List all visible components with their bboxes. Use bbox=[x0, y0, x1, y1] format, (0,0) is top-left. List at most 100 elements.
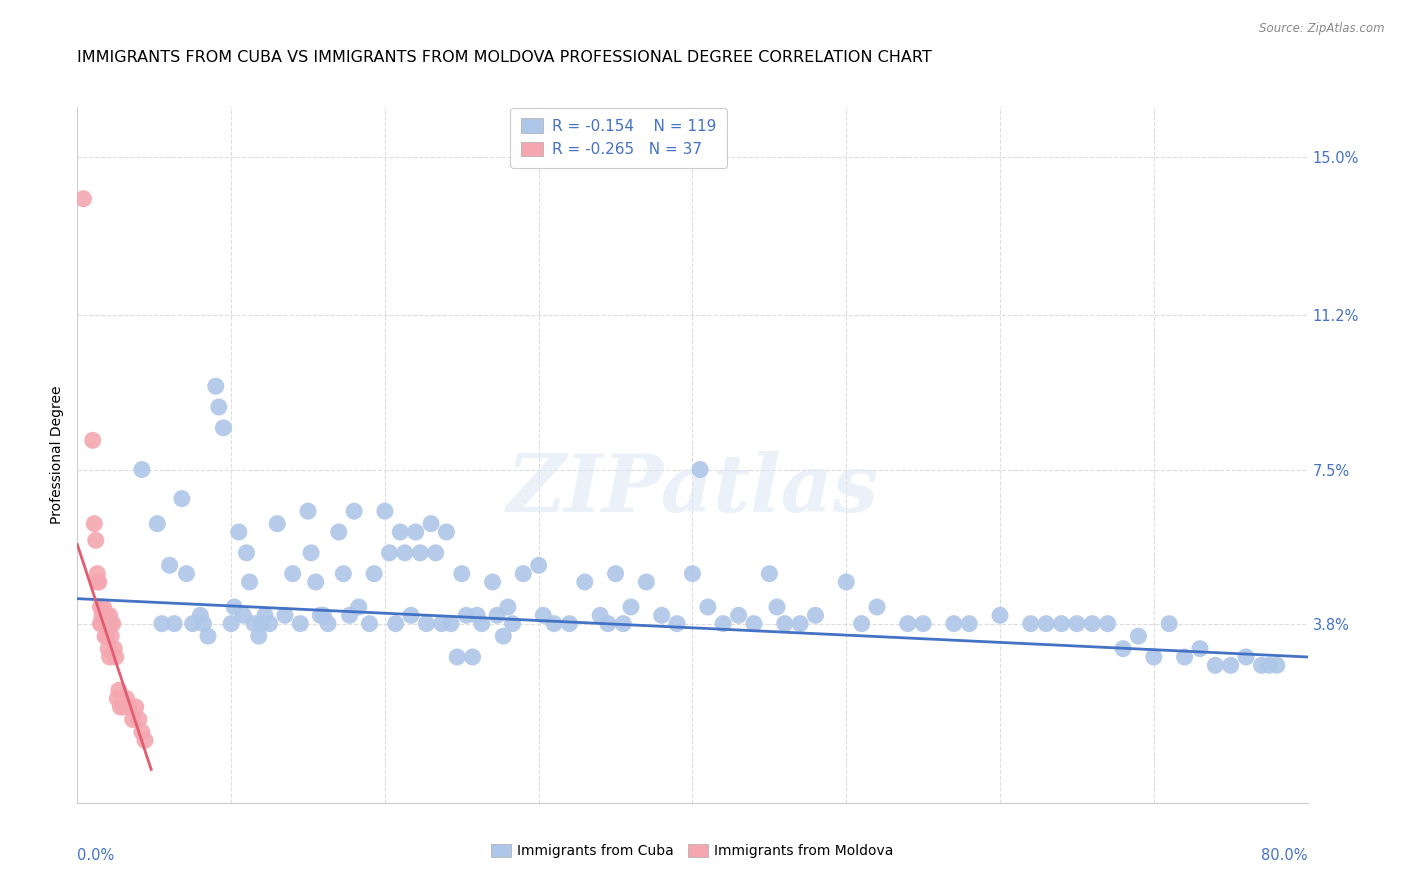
Point bbox=[83, 516, 105, 531]
Point bbox=[204, 379, 226, 393]
Point bbox=[93, 599, 115, 614]
Point bbox=[574, 574, 596, 589]
Point bbox=[128, 713, 150, 727]
Point bbox=[101, 616, 124, 631]
Point bbox=[343, 504, 366, 518]
Point bbox=[239, 574, 262, 589]
Point bbox=[440, 616, 463, 631]
Point bbox=[409, 546, 432, 560]
Point bbox=[197, 629, 219, 643]
Point bbox=[90, 616, 114, 631]
Point bbox=[1097, 616, 1119, 631]
Point bbox=[605, 566, 627, 581]
Point bbox=[281, 566, 304, 581]
Point bbox=[105, 691, 128, 706]
Legend: Immigrants from Cuba, Immigrants from Moldova: Immigrants from Cuba, Immigrants from Mo… bbox=[484, 838, 901, 865]
Point bbox=[596, 616, 619, 631]
Point bbox=[1219, 658, 1241, 673]
Y-axis label: Professional Degree: Professional Degree bbox=[51, 385, 65, 524]
Point bbox=[89, 616, 111, 631]
Point bbox=[181, 616, 204, 631]
Point bbox=[1159, 616, 1181, 631]
Point bbox=[430, 616, 453, 631]
Point bbox=[1188, 641, 1211, 656]
Point bbox=[425, 546, 447, 560]
Point bbox=[465, 608, 488, 623]
Point bbox=[446, 650, 468, 665]
Point bbox=[150, 616, 173, 631]
Point bbox=[689, 462, 711, 476]
Point bbox=[620, 599, 643, 614]
Point bbox=[481, 574, 503, 589]
Point bbox=[86, 566, 108, 581]
Point bbox=[1204, 658, 1226, 673]
Point bbox=[486, 608, 509, 623]
Point bbox=[696, 599, 718, 614]
Point bbox=[866, 599, 889, 614]
Point bbox=[399, 608, 422, 623]
Point bbox=[163, 616, 186, 631]
Point bbox=[118, 700, 141, 714]
Point bbox=[461, 650, 484, 665]
Point bbox=[274, 608, 297, 623]
Point bbox=[651, 608, 673, 623]
Point bbox=[589, 608, 612, 623]
Point bbox=[290, 616, 312, 631]
Point bbox=[347, 599, 370, 614]
Point bbox=[159, 558, 181, 573]
Point bbox=[94, 616, 117, 631]
Point bbox=[456, 608, 478, 623]
Point bbox=[98, 608, 121, 623]
Point bbox=[1143, 650, 1166, 665]
Point bbox=[243, 616, 266, 631]
Point bbox=[502, 616, 524, 631]
Point bbox=[512, 566, 534, 581]
Point bbox=[527, 558, 550, 573]
Point bbox=[103, 641, 125, 656]
Point bbox=[1128, 629, 1150, 643]
Point bbox=[299, 546, 322, 560]
Point bbox=[1234, 650, 1257, 665]
Point bbox=[266, 516, 288, 531]
Point bbox=[612, 616, 634, 631]
Point bbox=[1050, 616, 1073, 631]
Point bbox=[108, 683, 131, 698]
Point bbox=[1112, 641, 1135, 656]
Point bbox=[558, 616, 581, 631]
Point bbox=[104, 650, 127, 665]
Point bbox=[851, 616, 873, 631]
Point bbox=[1066, 616, 1088, 631]
Text: 80.0%: 80.0% bbox=[1261, 848, 1308, 863]
Point bbox=[942, 616, 965, 631]
Point bbox=[253, 608, 276, 623]
Point bbox=[835, 574, 858, 589]
Point bbox=[228, 524, 250, 539]
Point bbox=[87, 574, 110, 589]
Text: 0.0%: 0.0% bbox=[77, 848, 114, 863]
Point bbox=[682, 566, 704, 581]
Point bbox=[97, 616, 120, 631]
Point bbox=[405, 524, 427, 539]
Point bbox=[131, 725, 153, 739]
Point bbox=[100, 616, 122, 631]
Point bbox=[912, 616, 935, 631]
Point bbox=[125, 700, 148, 714]
Point bbox=[789, 616, 811, 631]
Point bbox=[420, 516, 443, 531]
Point bbox=[359, 616, 381, 631]
Point bbox=[312, 608, 335, 623]
Point bbox=[773, 616, 796, 631]
Point bbox=[82, 434, 104, 448]
Point bbox=[471, 616, 494, 631]
Point bbox=[389, 524, 412, 539]
Point bbox=[394, 546, 416, 560]
Point bbox=[1081, 616, 1104, 631]
Point bbox=[235, 546, 257, 560]
Point bbox=[374, 504, 396, 518]
Point bbox=[212, 421, 235, 435]
Point bbox=[90, 608, 114, 623]
Point bbox=[804, 608, 827, 623]
Point bbox=[711, 616, 734, 631]
Point bbox=[305, 574, 328, 589]
Point bbox=[297, 504, 319, 518]
